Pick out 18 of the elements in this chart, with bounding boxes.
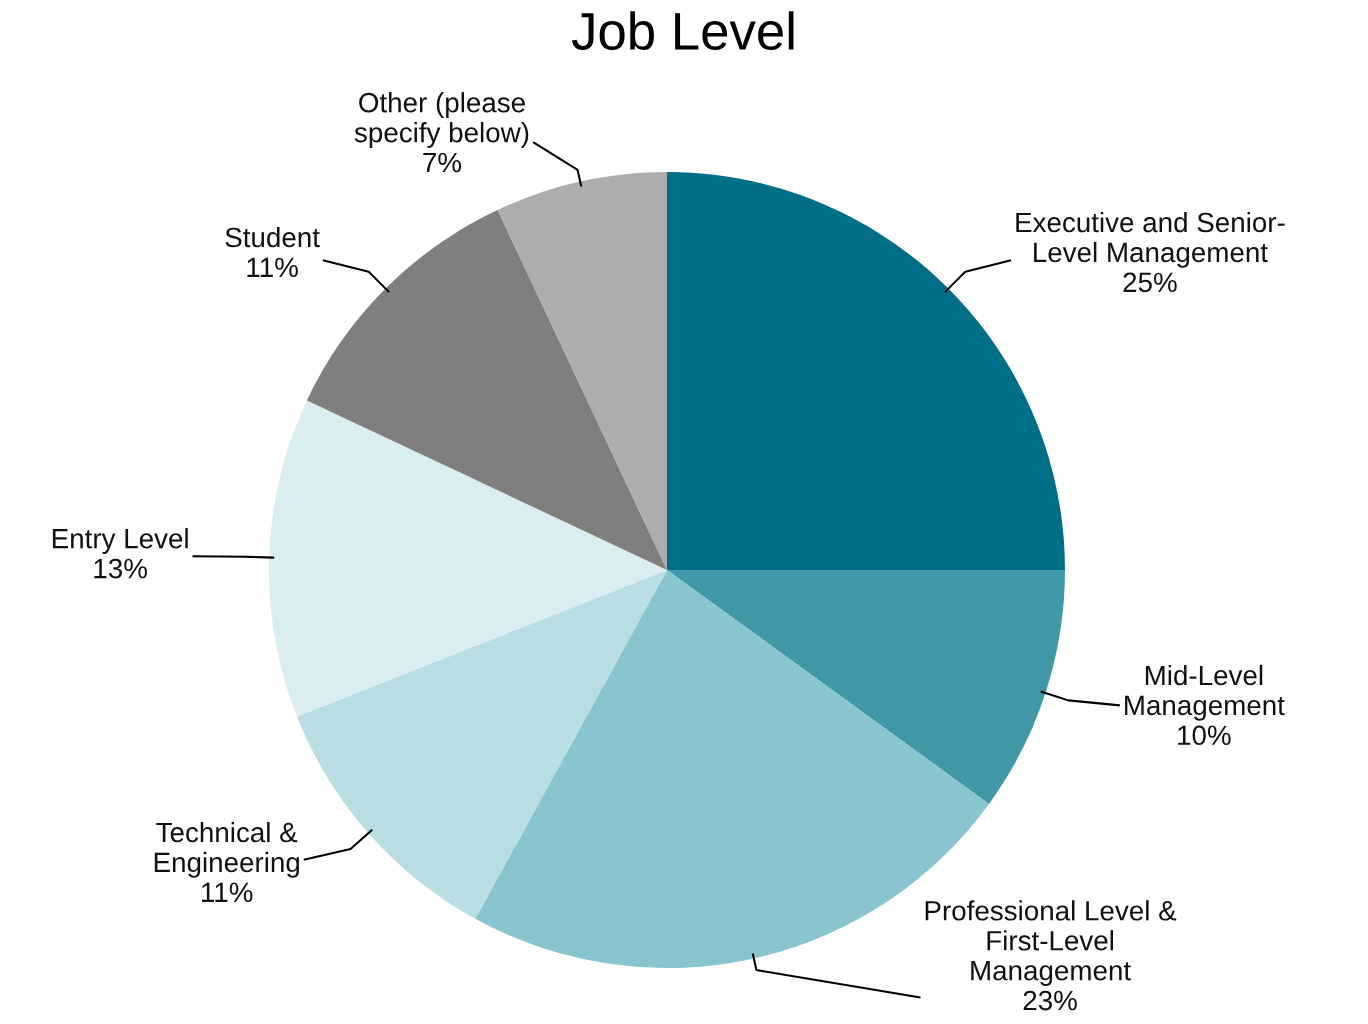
slice-label: Professional Level & First-Level Management — [925, 900, 1177, 986]
data-label: 11% — [247, 257, 298, 278]
data-label: 23% — [1023, 990, 1077, 1011]
slice-label: Executive and Senior- Level Management — [1016, 211, 1285, 268]
slice-label: Technical & Engineering — [154, 821, 300, 878]
slice-label: Student — [225, 226, 320, 248]
data-label: 25% — [1123, 272, 1177, 293]
chart-title: Job Level — [571, 11, 794, 51]
slice-label: Other (please specify below) — [354, 92, 529, 148]
pie-slice — [497, 172, 667, 570]
slice-label: Entry Level — [52, 528, 188, 554]
pie-slice — [667, 570, 1065, 804]
data-label: 7% — [423, 152, 462, 173]
pie-slice — [269, 400, 667, 717]
data-label: 11% — [202, 882, 253, 903]
data-label: 10% — [1178, 725, 1231, 746]
data-label: 13% — [94, 558, 147, 579]
slice-label: Mid-Level Management — [1125, 664, 1285, 721]
